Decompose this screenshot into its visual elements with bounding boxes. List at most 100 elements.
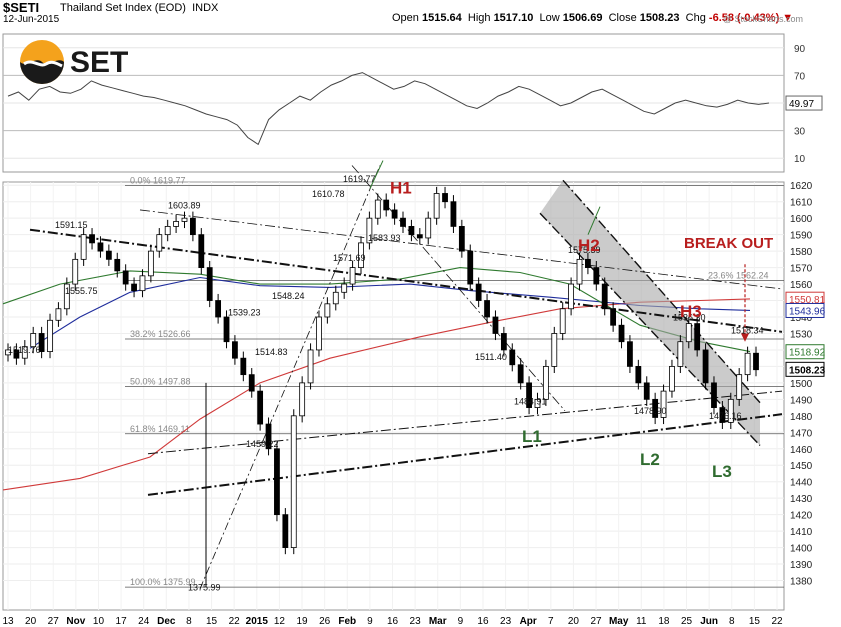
x-tick-label: 9 — [367, 616, 373, 627]
candle-body — [484, 300, 490, 318]
candle-body — [736, 374, 743, 400]
fib-level-label: 23.6% 1562.24 — [708, 270, 769, 280]
x-tick-label: 20 — [25, 616, 37, 627]
candle-body — [719, 407, 726, 423]
x-tick-label: 18 — [658, 616, 670, 627]
ohlc-readout: Open 1515.64 High 1517.10 Low 1506.69 Cl… — [392, 12, 794, 24]
price-point-label: 1476.16 — [709, 411, 742, 421]
candle-body — [21, 346, 28, 359]
candle-body — [669, 366, 675, 392]
h1-arrow — [369, 160, 384, 189]
x-tick-label: 27 — [48, 616, 60, 627]
right-value-label: 1550.81 — [789, 295, 826, 306]
candle-body — [475, 283, 482, 301]
price-tick-label: 1440 — [790, 478, 813, 489]
right-value-label: 1543.96 — [789, 306, 826, 317]
x-tick-label: 24 — [138, 616, 150, 627]
candle-body — [89, 234, 95, 244]
x-tick-label: 22 — [771, 616, 783, 627]
candle-body — [711, 382, 717, 408]
right-value-label: 1508.23 — [789, 365, 826, 376]
x-tick-label: 8 — [186, 616, 192, 627]
x-tick-label: Dec — [157, 616, 176, 627]
candle-body — [206, 267, 213, 301]
price-tick-label: 1590 — [790, 231, 813, 242]
candle-body — [593, 267, 600, 285]
price-tick-label: 1450 — [790, 461, 813, 472]
price-tick-label: 1480 — [790, 412, 813, 423]
annotation-l3: L3 — [712, 462, 732, 481]
candle-body — [442, 193, 448, 203]
candle-body — [610, 308, 617, 326]
candle-body — [299, 382, 306, 417]
rsi-tick-label: 70 — [794, 71, 806, 82]
candle-body — [274, 448, 280, 516]
annotation-break-out: BREAK OUT — [684, 235, 773, 252]
candle-body — [97, 242, 104, 252]
candle-body — [660, 390, 667, 418]
price-point-label: 1603.89 — [168, 200, 201, 210]
price-tick-label: 1540 — [790, 313, 813, 324]
x-tick-label: 23 — [410, 616, 422, 627]
price-tick-label: 1490 — [790, 395, 813, 406]
candle-body — [105, 250, 112, 260]
breakout-arrowhead — [741, 333, 749, 342]
price-tick-label: 1420 — [790, 511, 813, 522]
price-point-label: 1484.91 — [514, 396, 547, 406]
candle-body — [568, 283, 575, 310]
candle-body — [509, 349, 516, 366]
x-tick-label: 13 — [2, 616, 14, 627]
x-tick-label: 10 — [93, 616, 105, 627]
candle-body — [425, 217, 432, 239]
candle-body — [164, 226, 171, 236]
candle-body — [517, 364, 524, 384]
x-tick-label: 2015 — [246, 616, 269, 627]
right-value-box — [785, 361, 825, 377]
candle-body — [408, 226, 415, 236]
price-point-label: 1571.69 — [333, 253, 366, 263]
rsi-value-label: 49.97 — [789, 99, 814, 110]
candle-body — [13, 349, 20, 359]
rsi-value-box — [785, 95, 823, 111]
price-tick-label: 1380 — [790, 577, 813, 588]
candle-body — [358, 242, 364, 268]
price-point-label: 1519.76 — [8, 345, 41, 355]
candle-body — [265, 423, 272, 450]
candle-body — [223, 316, 230, 343]
price-tick-label: 1600 — [790, 214, 813, 225]
candle-body — [433, 193, 440, 219]
candle-body — [55, 308, 62, 321]
x-tick-label: Mar — [429, 616, 447, 627]
candle-body — [307, 349, 314, 384]
candle-body — [324, 303, 331, 318]
candle-body — [316, 316, 322, 351]
x-tick-label: Feb — [338, 616, 356, 627]
price-point-label: 1610.78 — [312, 189, 345, 199]
candle-body — [114, 258, 121, 272]
candle-body — [147, 250, 154, 277]
price-tick-label: 1400 — [790, 544, 813, 555]
candle-body — [232, 341, 238, 359]
watermark: @ StockCharts.com — [722, 14, 803, 24]
ma-red-line — [2, 298, 751, 491]
price-point-label: 1548.24 — [272, 291, 305, 301]
price-tick-label: 1410 — [790, 527, 813, 538]
rsi-tick-label: 90 — [794, 44, 806, 55]
price-point-label: 1619.77 — [343, 174, 376, 184]
x-tick-label: 11 — [636, 616, 647, 627]
x-tick-label: Apr — [520, 616, 537, 627]
rsi-tick-label: 30 — [794, 127, 806, 138]
price-tick-label: 1430 — [790, 494, 813, 505]
x-tick-label: 22 — [229, 616, 241, 627]
x-tick-label: 16 — [387, 616, 399, 627]
candle-body — [500, 333, 507, 351]
fib-level-label: 38.2% 1526.66 — [130, 329, 191, 339]
candle-body — [290, 415, 297, 548]
candle-body — [635, 366, 642, 384]
candle-body — [458, 226, 465, 252]
candle-body — [47, 319, 53, 352]
candle-body — [551, 333, 558, 367]
set-logo: SET — [20, 40, 128, 84]
candle-body — [391, 209, 398, 219]
